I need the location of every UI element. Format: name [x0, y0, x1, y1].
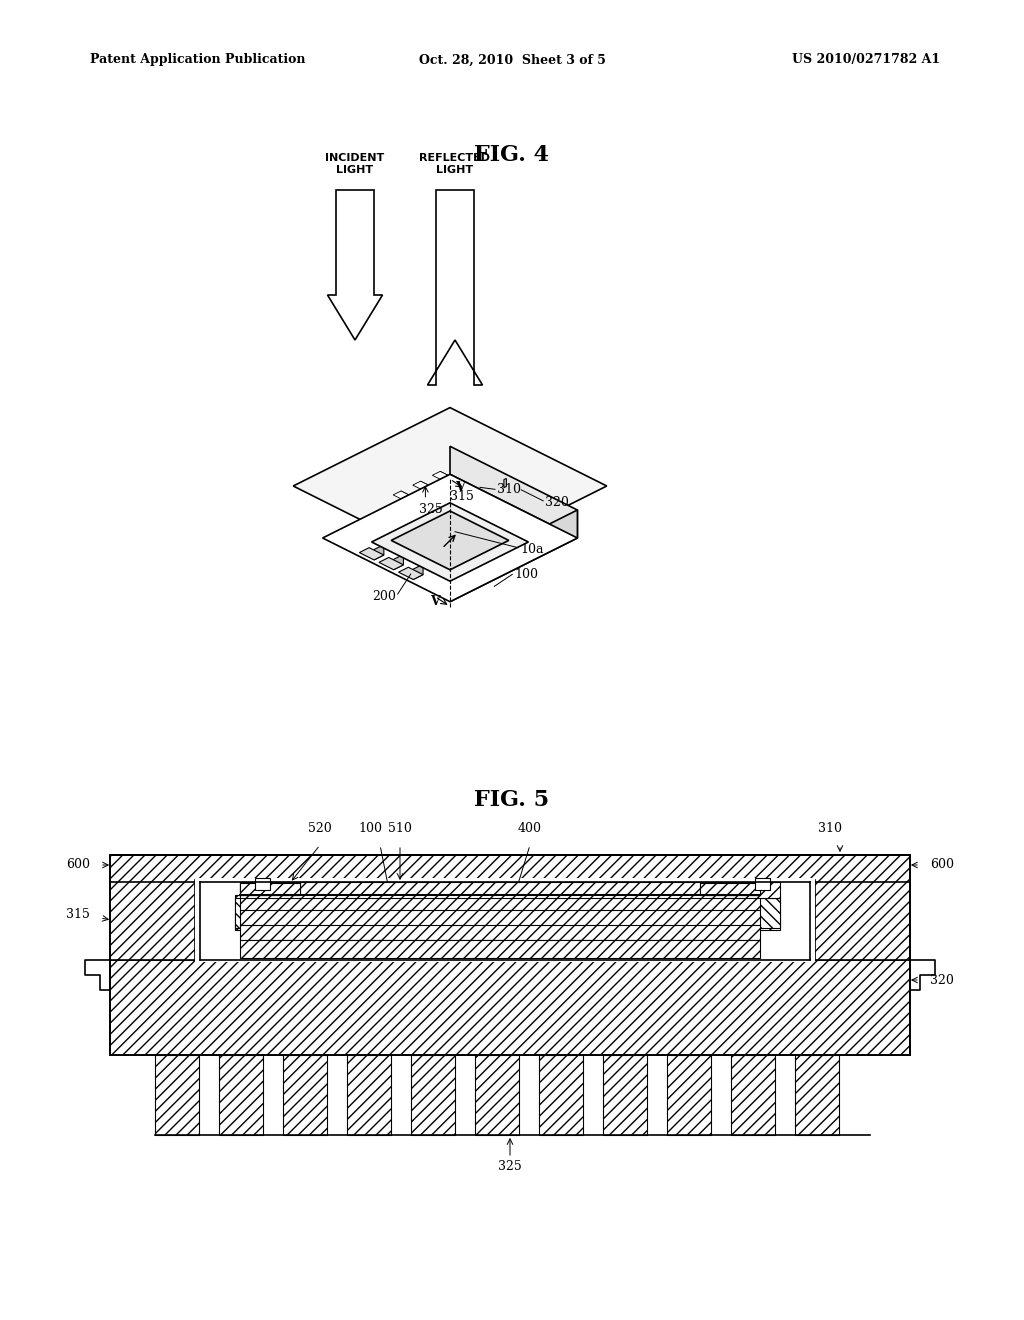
- Polygon shape: [450, 446, 578, 539]
- Polygon shape: [293, 408, 607, 565]
- Text: US 2010/0271782 A1: US 2010/0271782 A1: [792, 54, 940, 66]
- Bar: [234, 895, 780, 931]
- Bar: [110, 855, 910, 882]
- Bar: [234, 898, 780, 928]
- Text: 520: 520: [308, 822, 332, 836]
- Text: 310: 310: [818, 822, 842, 836]
- Polygon shape: [427, 190, 482, 385]
- Text: 320: 320: [545, 496, 569, 510]
- Text: Oct. 28, 2010  Sheet 3 of 5: Oct. 28, 2010 Sheet 3 of 5: [419, 54, 605, 66]
- Bar: [810, 880, 910, 960]
- Bar: [240, 940, 760, 958]
- Polygon shape: [421, 486, 428, 510]
- Polygon shape: [391, 511, 509, 570]
- Polygon shape: [432, 471, 449, 479]
- Text: 510: 510: [388, 822, 412, 836]
- Polygon shape: [460, 466, 468, 490]
- Bar: [411, 1055, 455, 1135]
- Polygon shape: [499, 486, 507, 510]
- Polygon shape: [432, 511, 449, 519]
- Text: 200: 200: [372, 590, 395, 602]
- Text: 400: 400: [518, 822, 542, 836]
- Bar: [195, 880, 815, 960]
- Polygon shape: [440, 475, 449, 499]
- Polygon shape: [460, 462, 468, 486]
- Bar: [255, 878, 270, 890]
- Polygon shape: [372, 503, 528, 581]
- Polygon shape: [440, 515, 449, 539]
- Bar: [755, 878, 770, 890]
- Bar: [110, 960, 910, 1055]
- Text: V: V: [455, 480, 465, 494]
- Bar: [603, 1055, 647, 1135]
- Text: Patent Application Publication: Patent Application Publication: [90, 54, 305, 66]
- Text: FIG. 4: FIG. 4: [474, 144, 550, 166]
- Text: V: V: [430, 595, 440, 609]
- Polygon shape: [401, 495, 409, 519]
- Polygon shape: [414, 564, 423, 579]
- Bar: [110, 855, 910, 880]
- Polygon shape: [323, 474, 578, 602]
- Bar: [110, 855, 195, 965]
- Text: 600: 600: [930, 858, 954, 871]
- Polygon shape: [421, 482, 428, 506]
- Bar: [815, 855, 910, 965]
- Polygon shape: [440, 471, 449, 495]
- Bar: [700, 883, 760, 895]
- Polygon shape: [440, 511, 449, 535]
- Text: 320: 320: [930, 974, 954, 986]
- Bar: [347, 1055, 391, 1135]
- Bar: [240, 895, 760, 940]
- Polygon shape: [452, 500, 468, 508]
- Text: INCIDENT
LIGHT: INCIDENT LIGHT: [326, 153, 385, 176]
- Polygon shape: [479, 491, 487, 515]
- Bar: [795, 1055, 839, 1135]
- Bar: [155, 1055, 199, 1135]
- Bar: [700, 883, 760, 895]
- Bar: [731, 1055, 775, 1135]
- Polygon shape: [492, 482, 507, 488]
- Text: 315: 315: [451, 490, 474, 503]
- Bar: [539, 1055, 583, 1135]
- Text: 10a: 10a: [520, 544, 544, 556]
- Text: 310: 310: [497, 483, 521, 496]
- Text: 325: 325: [419, 503, 442, 516]
- Polygon shape: [504, 478, 506, 487]
- Bar: [110, 960, 910, 1055]
- Polygon shape: [472, 491, 487, 499]
- Bar: [240, 883, 300, 895]
- Polygon shape: [460, 504, 468, 528]
- Bar: [240, 882, 780, 898]
- Text: REFLECTED
LIGHT: REFLECTED LIGHT: [420, 153, 490, 176]
- Polygon shape: [393, 491, 409, 499]
- Text: 325: 325: [498, 1160, 522, 1173]
- Text: 100: 100: [358, 822, 382, 836]
- Text: 600: 600: [66, 858, 90, 871]
- Bar: [475, 1055, 519, 1135]
- Polygon shape: [479, 495, 487, 519]
- Text: FIG. 5: FIG. 5: [474, 789, 550, 810]
- Polygon shape: [450, 510, 578, 602]
- Bar: [240, 883, 300, 895]
- Polygon shape: [393, 554, 403, 570]
- Polygon shape: [460, 500, 468, 525]
- Polygon shape: [328, 190, 383, 341]
- Bar: [200, 882, 810, 960]
- Polygon shape: [499, 482, 507, 506]
- Polygon shape: [452, 462, 468, 470]
- Polygon shape: [379, 557, 403, 570]
- Polygon shape: [401, 491, 409, 515]
- Bar: [195, 878, 815, 962]
- Bar: [667, 1055, 711, 1135]
- Polygon shape: [398, 568, 423, 579]
- Bar: [283, 1055, 327, 1135]
- Bar: [219, 1055, 263, 1135]
- Polygon shape: [413, 482, 428, 488]
- Bar: [110, 880, 200, 960]
- Text: 315: 315: [67, 908, 90, 921]
- Polygon shape: [374, 545, 384, 560]
- Text: 100: 100: [514, 568, 539, 581]
- Polygon shape: [359, 548, 384, 560]
